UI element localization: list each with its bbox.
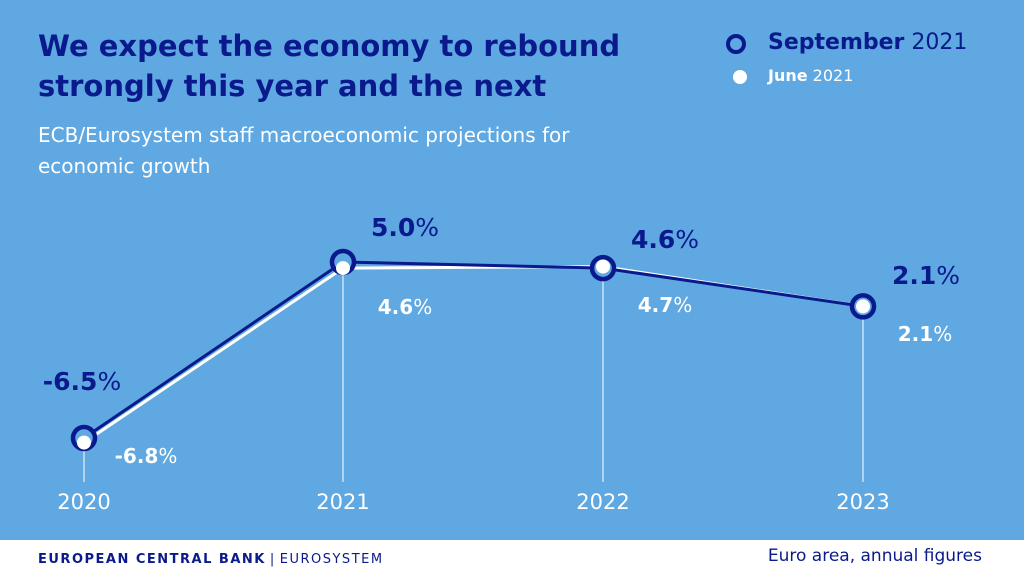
data-label-june: -6.8%	[115, 444, 178, 468]
org-separator: |	[269, 552, 276, 567]
data-label-september: 5.0%	[371, 213, 439, 242]
legend-year-june: 2021	[807, 66, 854, 85]
org-name: EUROPEAN CENTRAL BANK	[38, 552, 266, 567]
data-label-june: 4.6%	[378, 295, 432, 319]
x-axis-tick-labels: 2020 2021 2022 2023	[57, 490, 889, 514]
chart-title: We expect the economy to rebound strongl…	[38, 29, 621, 103]
x-tick-label: 2022	[576, 490, 629, 514]
series-line-september-2021	[83, 260, 864, 440]
org-system: EUROSYSTEM	[279, 552, 384, 567]
data-point-june	[336, 261, 350, 276]
data-labels: -6.5% 5.0% 4.6% 2.1% -6.8% 4.6% 4.7% 2.1%	[43, 213, 960, 468]
data-point-june	[856, 299, 870, 314]
chart-card: We expect the economy to rebound strongl…	[0, 0, 1024, 540]
filled-dot-marker-icon	[733, 70, 747, 84]
data-label-september: -6.5%	[43, 367, 121, 396]
data-point-june	[77, 435, 91, 450]
data-label-june: 2.1%	[898, 322, 952, 346]
ecb-logo-text: EUROPEAN CENTRAL BANK | EUROSYSTEM	[38, 552, 384, 567]
legend-label-september: September	[768, 30, 905, 55]
line-chart: 2020 2021 2022 2023 -6.5% 5.0% 4.6% 2.1% -6.8% 4…	[43, 213, 960, 514]
legend-label-june: June	[768, 66, 808, 85]
legend-year-september: 2021	[904, 30, 968, 55]
year-guide-lines	[83, 274, 864, 482]
data-point-june	[596, 259, 610, 274]
chart-subtitle: ECB/Eurosystem staff macroeconomic proje…	[38, 123, 570, 178]
series-line-june-2021	[83, 265, 864, 444]
x-tick-label: 2021	[316, 490, 369, 514]
footer-bar: EUROPEAN CENTRAL BANK | EUROSYSTEM Euro ar…	[0, 540, 1024, 577]
data-label-september: 2.1%	[892, 261, 960, 290]
data-label-september: 4.6%	[631, 225, 699, 254]
x-tick-label: 2020	[57, 490, 110, 514]
data-points	[70, 248, 877, 452]
hollow-circle-marker-icon	[726, 34, 746, 54]
footnote: Euro area, annual figures	[767, 546, 982, 566]
series-lines	[83, 260, 864, 444]
data-label-june: 4.7%	[638, 293, 692, 317]
x-tick-label: 2023	[836, 490, 889, 514]
